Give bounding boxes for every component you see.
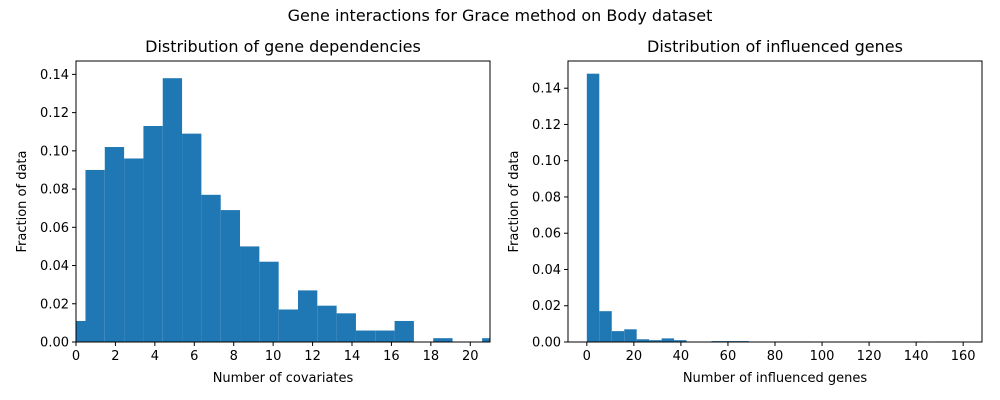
x-ticks-left: 0 2 4 6 8 10 12 14 16 18 20	[72, 342, 479, 364]
y-tick-label: 0.00	[40, 336, 69, 351]
x-tick-label: 140	[904, 349, 929, 364]
x-ticks-right: 0 20 40 60 80 100 120 140 160	[583, 342, 976, 364]
chart-title-left: Distribution of gene dependencies	[145, 37, 421, 56]
x-tick-label: 8	[230, 349, 238, 364]
histogram-bar	[394, 320, 414, 342]
x-tick-label: 120	[857, 349, 882, 364]
x-tick-label: 12	[304, 349, 321, 364]
x-tick-label: 10	[265, 349, 282, 364]
y-tick-label: 0.08	[532, 190, 561, 205]
y-tick-label: 0.14	[532, 82, 561, 97]
histogram-bar	[182, 133, 202, 342]
x-tick-label: 80	[767, 349, 784, 364]
histogram-bar	[240, 246, 260, 342]
chart-left: 0 2 4 6 8 10 12 14 16 18 20 0.000.020.040.060.080.…	[15, 37, 491, 386]
x-tick-label: 20	[462, 349, 479, 364]
histogram-bar	[104, 147, 125, 342]
bars-right	[586, 73, 961, 343]
x-tick-label: 6	[190, 349, 198, 364]
histogram-bar	[355, 330, 376, 342]
y-tick-label: 0.04	[40, 259, 69, 274]
histogram-bar	[336, 313, 356, 342]
histogram-bar	[599, 311, 612, 342]
figure-title: Gene interactions for Grace method on Bo…	[287, 6, 713, 25]
histogram-bar	[162, 78, 183, 343]
x-tick-label: 16	[383, 349, 400, 364]
y-tick-label: 0.12	[532, 118, 561, 133]
x-tick-label: 160	[951, 349, 976, 364]
histogram-bar	[375, 330, 395, 342]
x-tick-label: 60	[720, 349, 737, 364]
y-tick-label: 0.04	[532, 263, 561, 278]
histogram-bar	[611, 331, 625, 342]
x-tick-label: 40	[673, 349, 690, 364]
y-axis-label-right: Fraction of data	[507, 151, 522, 253]
histogram-bar	[124, 158, 144, 342]
y-ticks-right: 0.00 0.02 0.04 0.06 0.08 0.10 0.12 0.14	[532, 82, 568, 351]
histogram-bar	[317, 305, 337, 342]
histogram-bar	[220, 210, 241, 342]
x-axis-label-left: Number of covariates	[213, 371, 354, 386]
y-tick-label: 0.02	[532, 299, 561, 314]
histogram-bar	[85, 169, 105, 342]
y-tick-label: 0.08	[40, 183, 69, 198]
x-tick-label: 0	[72, 349, 80, 364]
y-tick-label: 0.02	[40, 297, 69, 312]
x-tick-label: 14	[344, 349, 361, 364]
x-tick-label: 20	[626, 349, 643, 364]
histogram-bar	[482, 338, 490, 342]
histogram-bar	[649, 340, 662, 342]
x-tick-label: 4	[151, 349, 159, 364]
bars-left	[76, 78, 490, 343]
histogram-bar	[661, 338, 675, 342]
y-tick-label: 0.06	[532, 227, 561, 242]
plot-frame-right	[567, 60, 983, 343]
histogram-bar	[636, 339, 650, 342]
y-axis-label-left: Fraction of data	[15, 151, 30, 253]
histogram-bar	[201, 194, 221, 342]
y-tick-label: 0.10	[40, 144, 69, 159]
y-tick-label: 0.00	[532, 336, 561, 351]
x-axis-label-right: Number of influenced genes	[683, 371, 868, 386]
y-tick-label: 0.10	[532, 154, 561, 169]
y-ticks-left: 0.00 0.02 0.04 0.06 0.08 0.10 0.12 0.14	[40, 68, 76, 351]
y-tick-label: 0.12	[40, 106, 69, 121]
x-tick-label: 0	[583, 349, 591, 364]
histogram-bar	[278, 309, 298, 342]
x-tick-label: 2	[111, 349, 119, 364]
histogram-bar	[297, 290, 318, 342]
histogram-bar	[624, 329, 637, 342]
plot-frame-left	[75, 60, 491, 343]
histogram-bar	[143, 125, 163, 342]
histogram-bar	[586, 73, 600, 343]
y-tick-label: 0.14	[40, 68, 69, 83]
histogram-bar	[259, 261, 279, 342]
chart-title-right: Distribution of influenced genes	[647, 37, 903, 56]
histogram-bar	[433, 338, 453, 342]
x-tick-label: 18	[423, 349, 440, 364]
x-tick-label: 100	[810, 349, 835, 364]
y-tick-label: 0.06	[40, 221, 69, 236]
chart-right: 0 20 40 60 80 100 120 140 160 0.000.020.040.060.…	[507, 37, 983, 386]
histogram-bar	[674, 340, 687, 342]
